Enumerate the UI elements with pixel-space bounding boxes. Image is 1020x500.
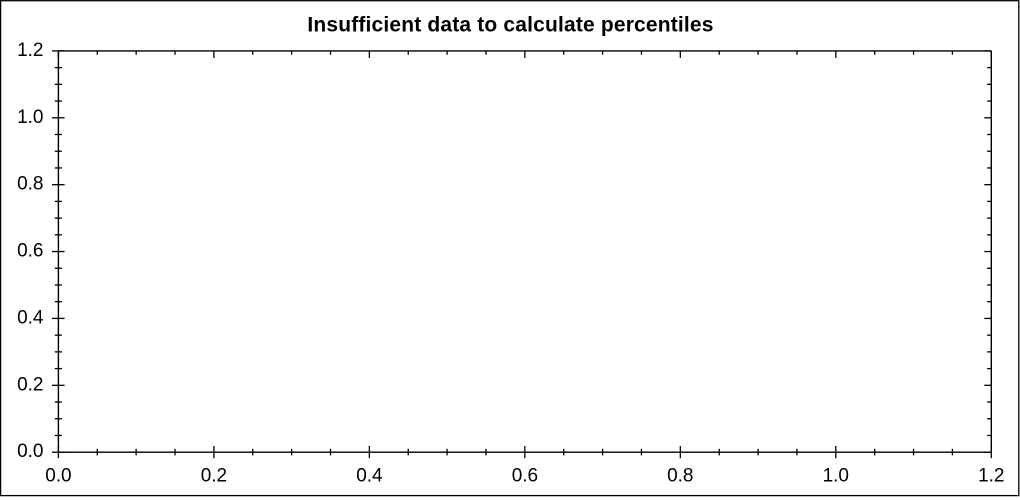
svg-text:0.0: 0.0 [17,441,43,462]
svg-text:Insufficient data to calculate: Insufficient data to calculate percentil… [307,14,713,37]
svg-text:0.8: 0.8 [667,466,693,487]
svg-text:1.2: 1.2 [978,466,1004,487]
svg-text:0.6: 0.6 [17,241,43,262]
svg-text:0.2: 0.2 [17,374,43,395]
svg-text:0.8: 0.8 [17,174,43,195]
svg-text:1.2: 1.2 [17,40,43,61]
svg-text:0.4: 0.4 [17,307,44,328]
svg-text:1.0: 1.0 [17,107,43,128]
svg-text:1.0: 1.0 [823,466,849,487]
svg-text:0.0: 0.0 [45,466,71,487]
svg-text:0.6: 0.6 [512,466,538,487]
svg-text:0.2: 0.2 [201,466,227,487]
svg-text:0.4: 0.4 [356,466,383,487]
